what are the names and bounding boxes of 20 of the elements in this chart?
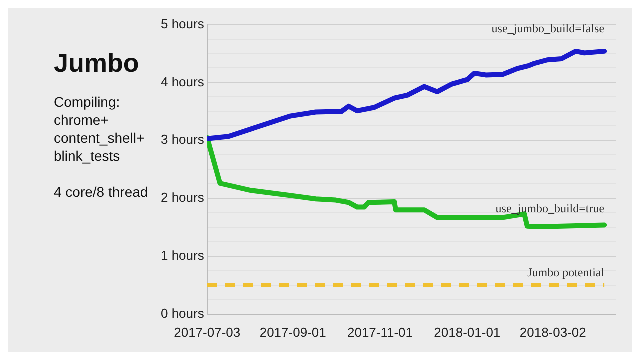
x-tick-label: 2017-07-03 (174, 324, 241, 340)
text: blink_tests (54, 147, 122, 165)
series-label: use_jumbo_build=false (492, 22, 605, 36)
y-tick-label: 5 hours (160, 16, 205, 32)
text: chrome+ (54, 111, 110, 129)
series-label: use_jumbo_build=true (496, 201, 605, 216)
text: Jumbo (54, 48, 140, 79)
y-tick-label: 3 hours (160, 132, 205, 148)
text: 4 core/8 thread (54, 183, 150, 201)
x-tick-label: 2018-03-02 (520, 324, 586, 340)
ref-line-label: Jumbo potential (528, 266, 606, 280)
text: Compiling: (54, 93, 122, 111)
y-tick-label: 4 hours (160, 74, 205, 90)
y-tick-label: 1 hours (160, 248, 205, 264)
text: content_shell+ (54, 129, 146, 147)
y-tick-label: 2 hours (160, 190, 205, 206)
x-tick-label: 2017-11-01 (347, 324, 414, 340)
y-tick-label: 0 hours (160, 306, 205, 321)
x-tick-label: 2018-01-01 (434, 324, 501, 340)
x-tick-label: 2017-09-01 (260, 324, 326, 340)
